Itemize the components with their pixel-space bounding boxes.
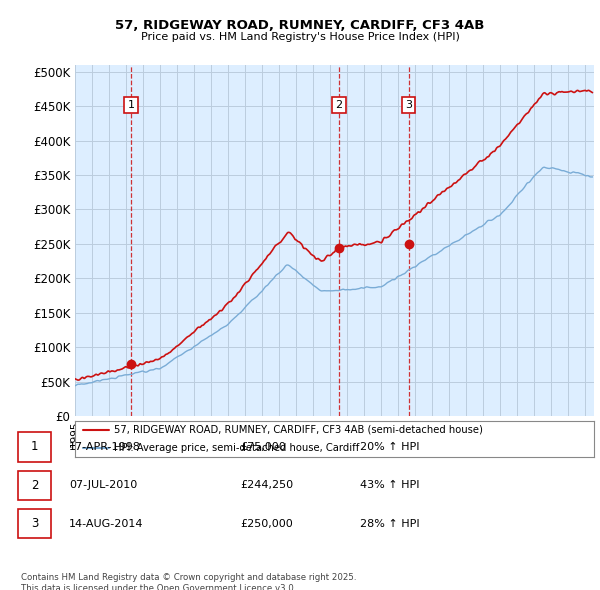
Text: 3: 3 [406,100,412,110]
Text: 3: 3 [31,517,38,530]
Text: 1: 1 [31,440,38,454]
Text: £250,000: £250,000 [240,519,293,529]
Text: 57, RIDGEWAY ROAD, RUMNEY, CARDIFF, CF3 4AB (semi-detached house): 57, RIDGEWAY ROAD, RUMNEY, CARDIFF, CF3 … [114,425,483,435]
Text: 57, RIDGEWAY ROAD, RUMNEY, CARDIFF, CF3 4AB: 57, RIDGEWAY ROAD, RUMNEY, CARDIFF, CF3 … [115,19,485,32]
Text: £244,250: £244,250 [240,480,293,490]
Text: Price paid vs. HM Land Registry's House Price Index (HPI): Price paid vs. HM Land Registry's House … [140,32,460,42]
Text: 43% ↑ HPI: 43% ↑ HPI [360,480,419,490]
Text: 2: 2 [31,478,38,492]
Text: 28% ↑ HPI: 28% ↑ HPI [360,519,419,529]
Text: £75,000: £75,000 [240,442,286,452]
Text: Contains HM Land Registry data © Crown copyright and database right 2025.
This d: Contains HM Land Registry data © Crown c… [21,573,356,590]
Text: 2: 2 [335,100,343,110]
Text: 07-JUL-2010: 07-JUL-2010 [69,480,137,490]
Text: HPI: Average price, semi-detached house, Cardiff: HPI: Average price, semi-detached house,… [114,443,359,453]
Text: 20% ↑ HPI: 20% ↑ HPI [360,442,419,452]
Text: 14-AUG-2014: 14-AUG-2014 [69,519,143,529]
Text: 17-APR-1998: 17-APR-1998 [69,442,141,452]
Text: 1: 1 [127,100,134,110]
